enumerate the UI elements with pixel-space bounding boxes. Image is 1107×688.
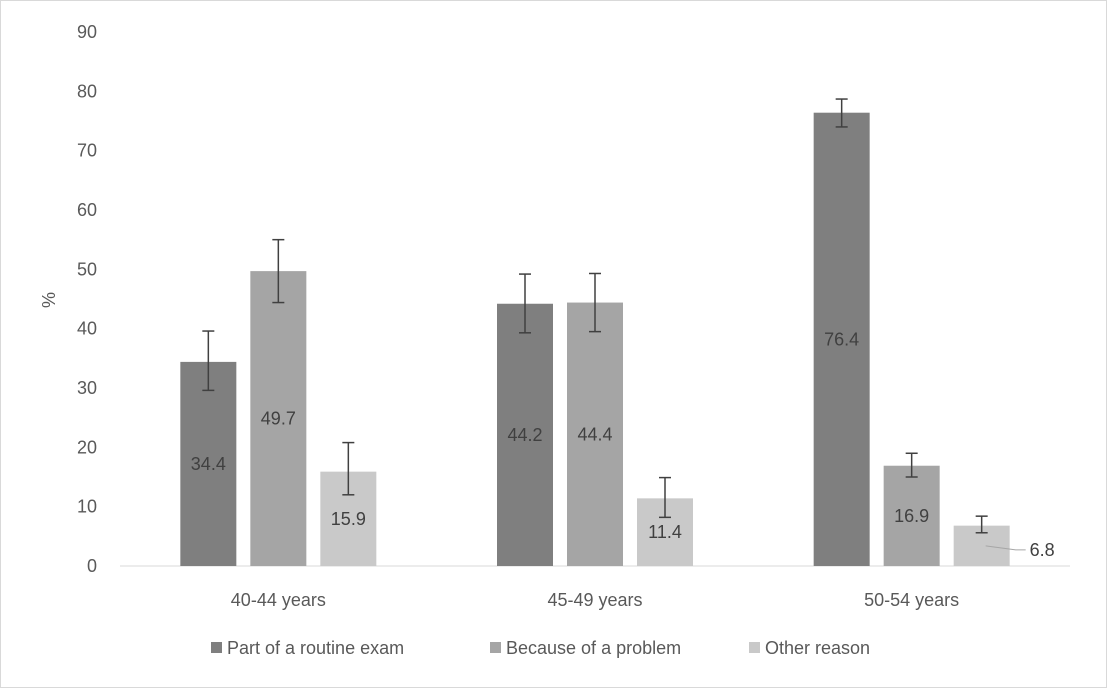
y-tick-label: 60 bbox=[77, 200, 97, 220]
legend-label: Other reason bbox=[765, 638, 870, 658]
x-tick-label: 45-49 years bbox=[547, 590, 642, 610]
x-tick-label: 40-44 years bbox=[231, 590, 326, 610]
legend-item: Other reason bbox=[749, 638, 870, 658]
error-bar bbox=[905, 452, 918, 478]
y-tick-label: 50 bbox=[77, 259, 97, 279]
data-label: 44.2 bbox=[507, 425, 542, 445]
data-label: 49.7 bbox=[261, 409, 296, 429]
data-label: 16.9 bbox=[894, 506, 929, 526]
error-bar bbox=[272, 238, 285, 304]
error-bar bbox=[659, 476, 671, 519]
error-bar bbox=[202, 330, 215, 392]
y-axis-label: % bbox=[39, 292, 59, 308]
y-tick-label: 70 bbox=[77, 141, 97, 161]
y-tick-label: 40 bbox=[77, 319, 97, 339]
bar bbox=[883, 465, 940, 566]
legend-label: Because of a problem bbox=[506, 638, 681, 658]
data-label: 11.4 bbox=[648, 522, 682, 542]
y-tick-label: 20 bbox=[77, 437, 97, 457]
error-bar bbox=[835, 98, 848, 128]
y-tick-label: 90 bbox=[77, 22, 97, 42]
legend: Part of a routine exam Because of a probl… bbox=[211, 638, 870, 658]
bar bbox=[180, 361, 237, 566]
data-label: 76.4 bbox=[824, 329, 859, 349]
x-axis-tick-labels: 40-44 years 45-49 years 50-54 years bbox=[231, 590, 959, 610]
legend-swatch bbox=[749, 642, 760, 653]
data-label-leader bbox=[985, 545, 1026, 551]
bar bbox=[497, 303, 553, 566]
error-bar bbox=[519, 273, 531, 334]
error-bar bbox=[975, 515, 988, 534]
y-axis: 0 10 20 30 40 50 60 70 80 90 bbox=[77, 22, 97, 576]
legend-label: Part of a routine exam bbox=[227, 638, 404, 658]
error-bar bbox=[342, 441, 355, 496]
data-label: 15.9 bbox=[331, 509, 366, 529]
legend-swatch bbox=[490, 642, 501, 653]
data-label: 34.4 bbox=[191, 454, 226, 474]
y-tick-label: 10 bbox=[77, 497, 97, 517]
data-label: 44.4 bbox=[577, 424, 612, 444]
bar bbox=[250, 271, 307, 566]
legend-item: Because of a problem bbox=[490, 638, 681, 658]
y-tick-label: 80 bbox=[77, 81, 97, 101]
y-tick-label: 30 bbox=[77, 378, 97, 398]
x-tick-label: 50-54 years bbox=[864, 590, 959, 610]
bar bbox=[567, 302, 623, 566]
error-bar bbox=[589, 272, 601, 333]
y-tick-label: 0 bbox=[87, 556, 97, 576]
legend-item: Part of a routine exam bbox=[211, 638, 404, 658]
bars-group: 34.4 49.7 15.9 44.2 44.4 11.4 76.4 16.9 6.8 bbox=[180, 98, 1055, 567]
data-label: 6.8 bbox=[1030, 540, 1055, 560]
legend-swatch bbox=[211, 642, 222, 653]
bar bbox=[813, 112, 870, 567]
